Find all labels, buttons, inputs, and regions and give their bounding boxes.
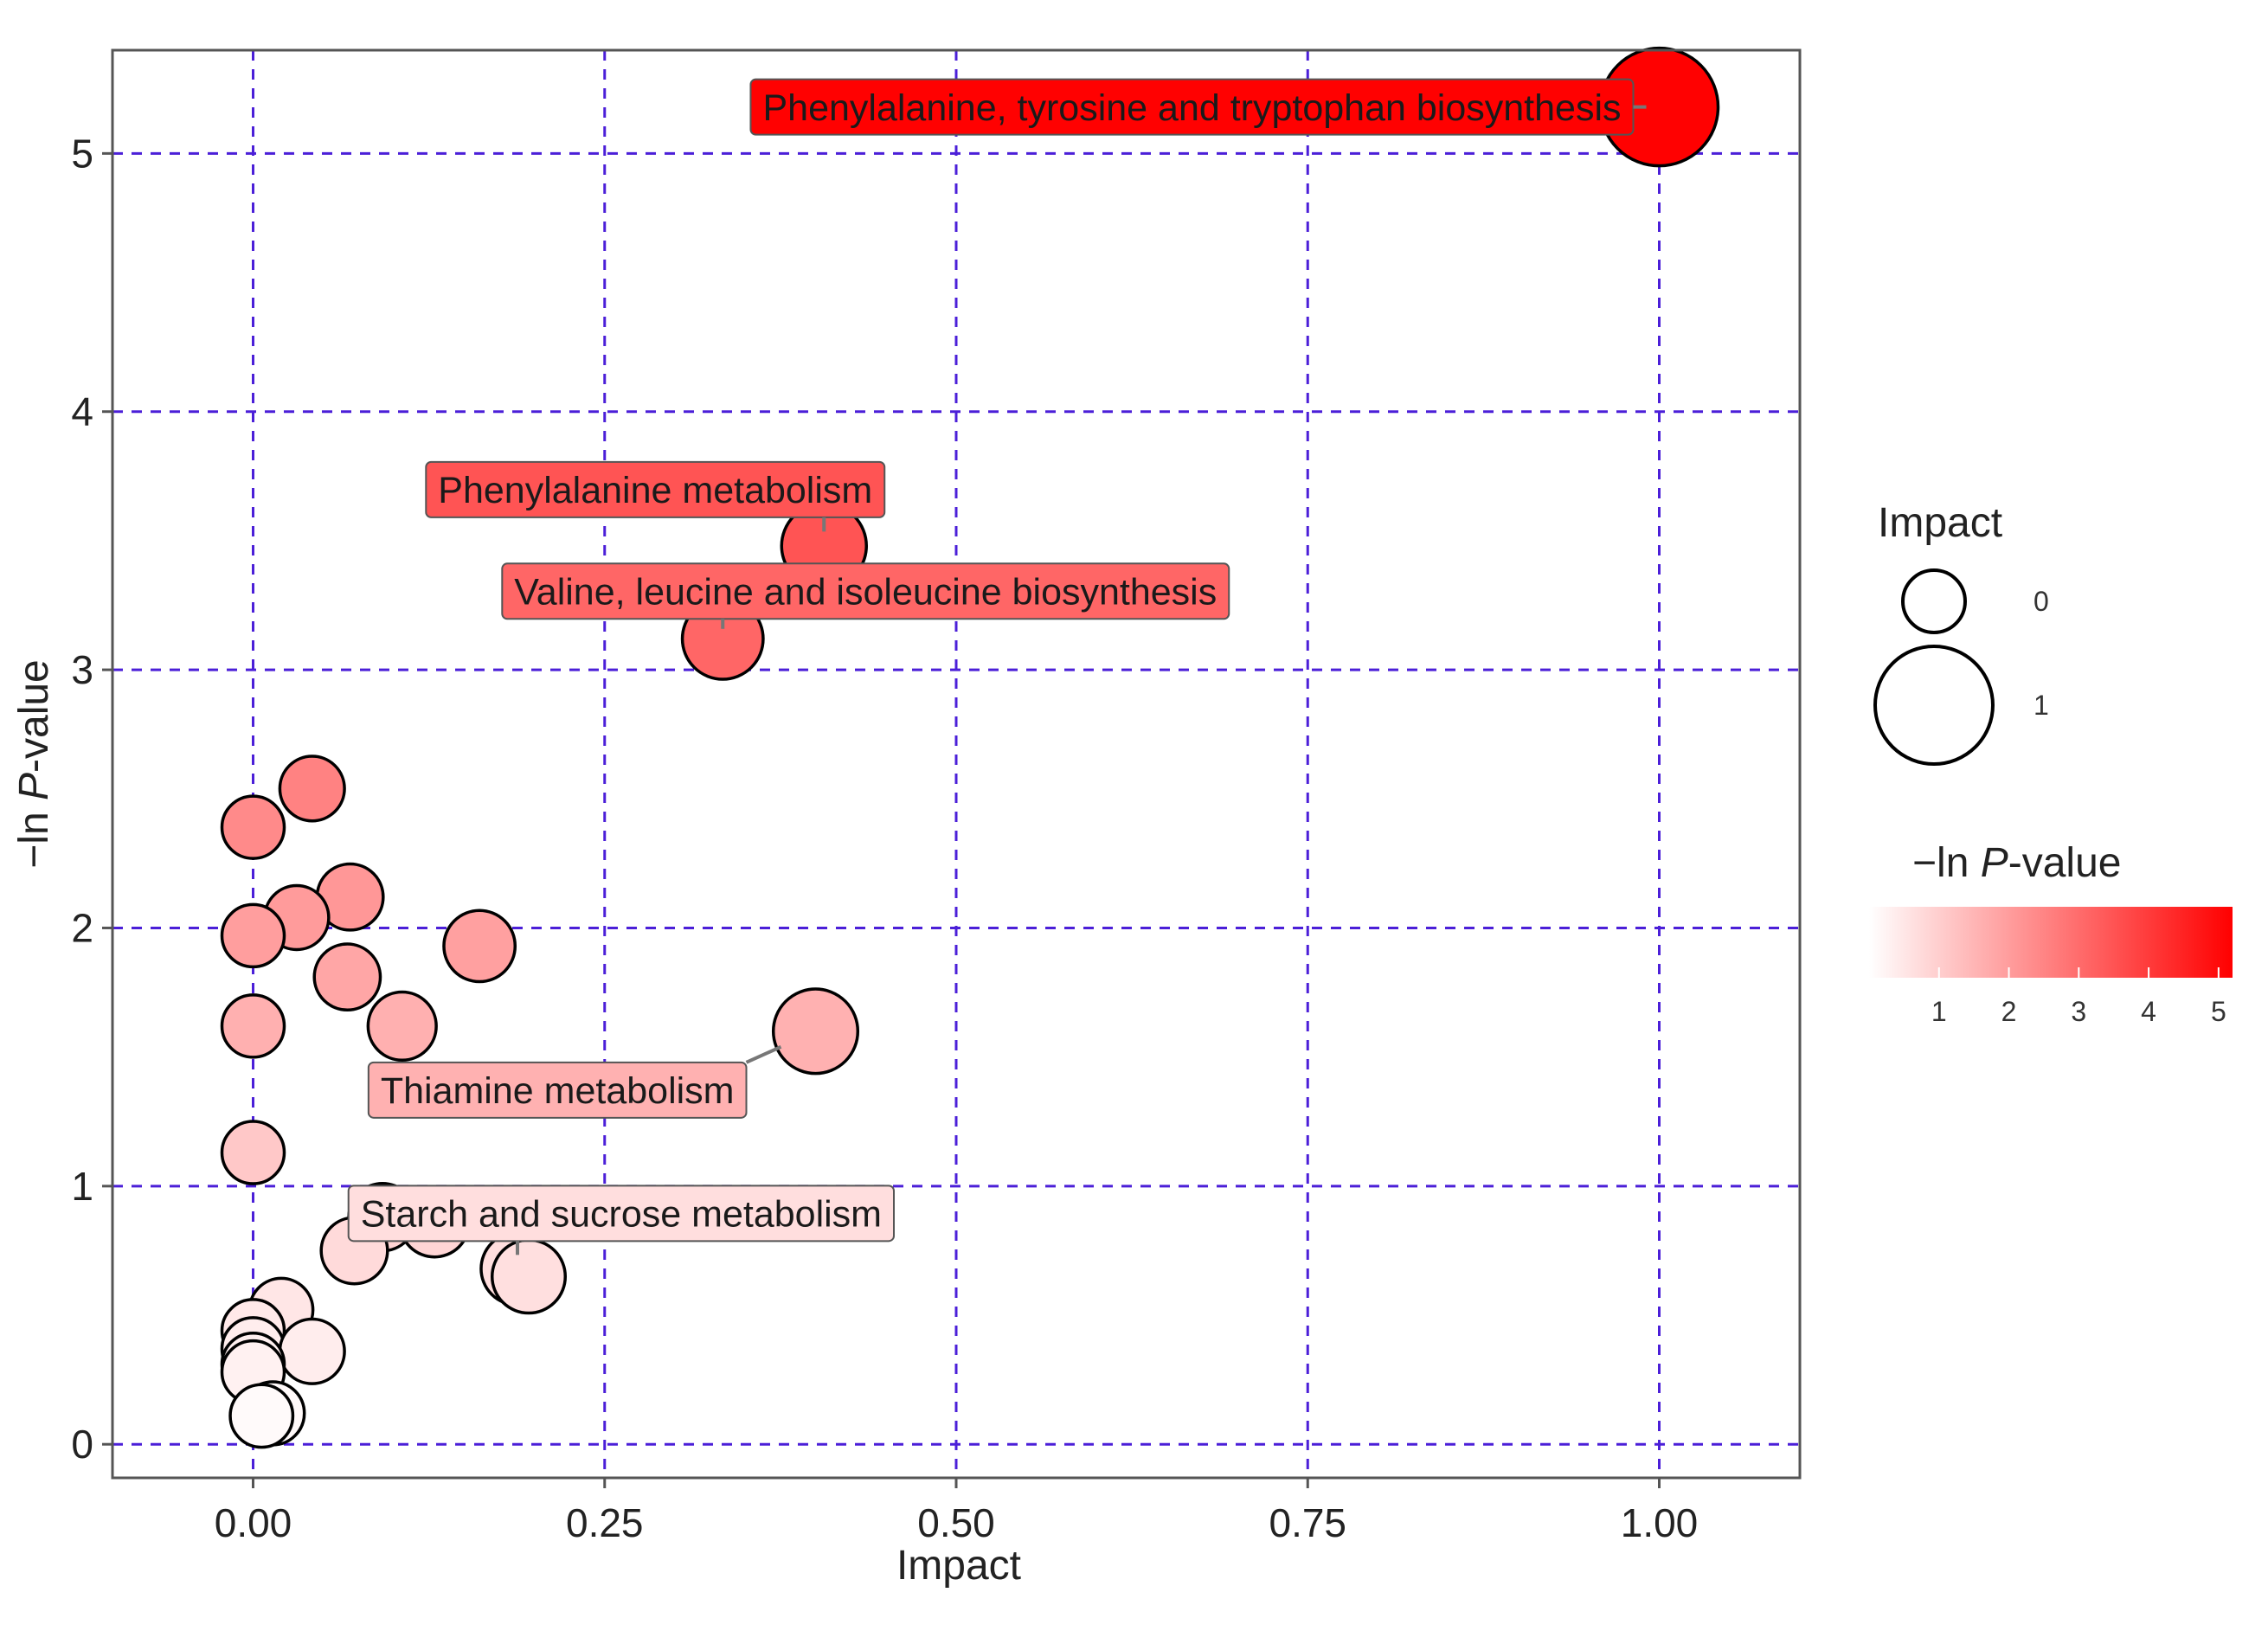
- data-point: [220, 1120, 286, 1185]
- annotation-text: Phenylalanine, tyrosine and tryptophan b…: [762, 87, 1621, 129]
- annotation-text: Valine, leucine and isoleucine biosynthe…: [514, 572, 1217, 613]
- size-legend-label: 0: [2033, 586, 2049, 617]
- colorbar-ticks: 1 2 3 4 5: [1931, 967, 2226, 1027]
- data-point: [442, 909, 517, 984]
- size-legend-items: 01: [1873, 568, 2049, 766]
- annotation-label: Valine, leucine and isoleucine biosynthe…: [501, 562, 1230, 629]
- x-tick-label: 0.50: [917, 1500, 995, 1545]
- annotation-box: [501, 562, 1230, 620]
- annotation-label: Phenylalanine, tyrosine and tryptophan b…: [749, 78, 1647, 136]
- size-legend-label: 1: [2033, 690, 2049, 721]
- colorbar-tick-label: 1: [1931, 996, 1947, 1027]
- data-point: [220, 993, 286, 1059]
- x-axis-title: Impact: [896, 1543, 1021, 1589]
- annotation-label: Phenylalanine metabolism: [425, 460, 886, 532]
- color-legend: −ln P-value 1 2 3 4 5: [1869, 840, 2233, 1027]
- data-point: [228, 1383, 295, 1449]
- grid: [112, 50, 1800, 1478]
- data-point: [278, 1317, 346, 1385]
- colorbar-tick-label: 5: [2211, 996, 2226, 1027]
- y-tick-label: 0: [71, 1422, 93, 1467]
- colorbar-tick-label: 4: [2141, 996, 2156, 1027]
- x-tick-label: 0.00: [215, 1500, 292, 1545]
- plot-panel: Phenylalanine, tyrosine and tryptophan b…: [111, 46, 1802, 1480]
- x-tick-label: 1.00: [1621, 1500, 1699, 1545]
- size-legend-circle: [1901, 568, 1967, 634]
- x-axis-ticks: 0.00 0.25 0.50 0.75 1.00: [215, 1478, 1699, 1545]
- data-point: [490, 1238, 568, 1315]
- data-point: [220, 902, 286, 969]
- annotation-box: [367, 1061, 748, 1119]
- size-legend: Impact 01: [1873, 500, 2049, 766]
- y-tick-label: 5: [71, 131, 93, 176]
- y-axis-ticks: 0 1 2 3 4 5: [71, 131, 112, 1467]
- annotation-text: Starch and sucrose metabolism: [361, 1194, 882, 1236]
- annotation-text: Thiamine metabolism: [381, 1070, 735, 1112]
- data-point: [278, 754, 346, 823]
- colorbar-tick-label: 2: [2001, 996, 2017, 1027]
- annotation-text: Phenylalanine metabolism: [438, 470, 872, 511]
- annotations: Phenylalanine, tyrosine and tryptophan b…: [347, 78, 1647, 1255]
- size-legend-circle: [1873, 645, 1995, 766]
- annotation-connector: [745, 1044, 782, 1064]
- size-legend-title: Impact: [1878, 500, 2002, 546]
- data-point: [220, 794, 286, 860]
- annotation-label: Starch and sucrose metabolism: [347, 1185, 895, 1255]
- y-tick-label: 3: [71, 647, 93, 692]
- data-point: [312, 942, 382, 1012]
- colorbar-tick-label: 3: [2071, 996, 2086, 1027]
- data-point: [771, 987, 860, 1076]
- data-point: [366, 990, 438, 1062]
- y-tick-label: 4: [71, 389, 93, 434]
- y-axis-title: −ln P-value: [11, 659, 57, 868]
- annotation-box: [425, 460, 886, 518]
- x-tick-label: 0.25: [566, 1500, 644, 1545]
- y-tick-label: 2: [71, 905, 93, 950]
- colorbar: [1869, 907, 2233, 978]
- x-tick-label: 0.75: [1269, 1500, 1346, 1545]
- annotation-box: [347, 1185, 895, 1243]
- annotation-label: Thiamine metabolism: [367, 1044, 782, 1119]
- color-legend-title: −ln P-value: [1912, 840, 2121, 886]
- y-tick-label: 1: [71, 1164, 93, 1209]
